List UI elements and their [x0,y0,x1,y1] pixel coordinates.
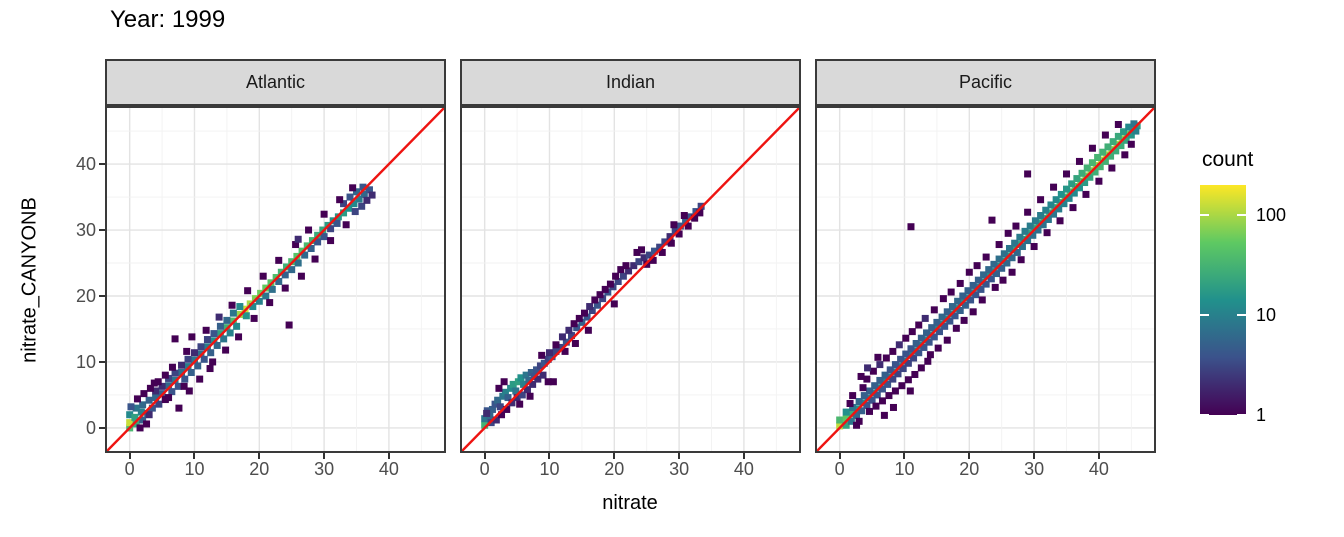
x-tick-mark [968,453,971,459]
x-tick-mark [1033,453,1036,459]
x-tick-label: 30 [314,459,335,479]
x-tick-label: 40 [378,459,399,479]
y-tick-label: 40 [75,154,96,175]
facet-strip-atlantic: Atlantic [105,59,446,106]
facet-panel-atlantic [105,106,446,453]
bin2d-canvas-indian [462,108,799,451]
x-tick-label: 20 [604,459,625,479]
x-tick-mark [258,453,261,459]
y-tick-label: 0 [85,417,96,438]
colorbar-tick [1237,314,1246,317]
facet-panel-pacific [815,106,1156,453]
y-tick-mark [99,163,105,166]
colorbar-tick-label: 10 [1256,305,1277,326]
x-tick-label: 40 [1088,459,1109,479]
colorbar-tick [1237,214,1246,217]
bin2d-canvas-pacific [817,108,1154,451]
y-tick-label: 20 [75,285,96,306]
x-tick-label: 10 [894,459,915,479]
x-tick-mark [548,453,551,459]
x-tick-mark [128,453,131,459]
x-tick-mark [613,453,616,459]
colorbar-tick-label: 1 [1256,405,1267,425]
facet-strip-indian: Indian [460,59,801,106]
y-tick-mark [99,229,105,232]
x-tick-mark [838,453,841,459]
y-tick-mark [99,294,105,297]
colorbar-tick [1237,414,1246,416]
facet-panel-indian [460,106,801,453]
bin2d-canvas-atlantic [107,108,444,451]
legend-title: count [1202,148,1254,171]
facet-strip-pacific: Pacific [815,59,1156,106]
x-tick-label: 30 [1024,459,1045,479]
colorbar-tick [1200,314,1209,317]
facet-strip-label: Indian [605,72,656,92]
x-tick-label: 10 [184,459,205,479]
x-tick-label: 10 [539,459,560,479]
y-tick-mark [99,426,105,429]
x-tick-mark [323,453,326,459]
legend-colorbar [1200,185,1246,415]
y-tick-mark [99,360,105,363]
x-axis-title: nitrate [602,492,658,514]
x-tick-label: 0 [124,459,135,479]
colorbar-tick [1200,414,1209,416]
plot-title: Year: 1999 [110,6,226,33]
x-tick-mark [483,453,486,459]
x-tick-label: 20 [959,459,980,479]
x-tick-label: 40 [733,459,754,479]
x-tick-mark [387,453,390,459]
x-tick-mark [678,453,681,459]
x-tick-label: 30 [669,459,690,479]
x-tick-label: 0 [834,459,845,479]
facet-strip-label: Pacific [958,72,1012,92]
x-tick-mark [193,453,196,459]
x-tick-label: 20 [249,459,270,479]
y-tick-label: 10 [75,351,96,372]
colorbar-tick [1200,214,1209,217]
x-tick-mark [903,453,906,459]
x-tick-mark [742,453,745,459]
colorbar-tick-label: 100 [1256,205,1287,226]
y-tick-label: 30 [75,220,96,241]
x-tick-mark [1097,453,1100,459]
facet-strip-label: Atlantic [245,72,306,92]
y-axis-title: nitrate_CANYONB [18,197,41,363]
x-tick-label: 0 [479,459,490,479]
